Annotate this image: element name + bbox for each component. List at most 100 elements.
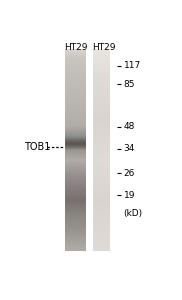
Bar (93, 90, 110, 91)
Bar (93, 196, 110, 197)
Bar (65, 96, 86, 97)
Bar (65, 52, 86, 53)
Bar (65, 55, 86, 56)
Bar (93, 235, 110, 236)
Bar (93, 162, 110, 163)
Bar (65, 186, 86, 187)
Bar (65, 74, 86, 75)
Bar (65, 205, 86, 206)
Bar (93, 85, 110, 86)
Bar (65, 187, 86, 188)
Bar (93, 159, 110, 160)
Bar (93, 188, 110, 189)
Bar (93, 97, 110, 98)
Bar (93, 145, 110, 146)
Bar (93, 82, 110, 83)
Bar (65, 128, 86, 129)
Bar (65, 242, 86, 243)
Bar (65, 236, 86, 237)
Bar (93, 222, 110, 223)
Bar (93, 71, 110, 72)
Bar (65, 61, 86, 62)
Bar (65, 203, 86, 204)
Bar (93, 231, 110, 232)
Bar (65, 123, 86, 124)
Bar (65, 246, 86, 247)
Bar (93, 215, 110, 216)
Bar (65, 120, 86, 121)
Bar (65, 150, 86, 151)
Bar (93, 207, 110, 208)
Text: 48: 48 (124, 122, 135, 131)
Bar (93, 62, 110, 63)
Bar (93, 214, 110, 215)
Bar (65, 101, 86, 102)
Bar (65, 151, 86, 152)
Bar (93, 235, 110, 236)
Bar (93, 149, 110, 150)
Bar (93, 169, 110, 170)
Bar (93, 70, 110, 71)
Bar (65, 169, 86, 170)
Bar (65, 176, 86, 177)
Bar (93, 88, 110, 89)
Bar (65, 82, 86, 83)
Bar (65, 246, 86, 247)
Bar (93, 167, 110, 168)
Bar (93, 210, 110, 211)
Bar (65, 73, 86, 74)
Bar (93, 178, 110, 179)
Bar (65, 79, 86, 80)
Bar (93, 113, 110, 114)
Bar (93, 186, 110, 187)
Bar (65, 175, 86, 176)
Bar (93, 223, 110, 224)
Bar (93, 115, 110, 116)
Bar (65, 63, 86, 64)
Bar (65, 185, 86, 186)
Bar (65, 98, 86, 99)
Bar (65, 62, 86, 63)
Bar (65, 108, 86, 109)
Bar (65, 154, 86, 155)
Bar (93, 212, 110, 213)
Bar (93, 116, 110, 117)
Bar (93, 151, 110, 152)
Bar (93, 226, 110, 227)
Bar (93, 217, 110, 218)
Bar (65, 244, 86, 245)
Bar (65, 176, 86, 177)
Bar (65, 83, 86, 84)
Bar (93, 136, 110, 137)
Bar (65, 212, 86, 213)
Bar (65, 113, 86, 114)
Bar (93, 55, 110, 56)
Bar (65, 156, 86, 157)
Bar (65, 198, 86, 199)
Bar (93, 145, 110, 146)
Bar (65, 113, 86, 114)
Bar (65, 66, 86, 67)
Bar (93, 57, 110, 58)
Bar (93, 219, 110, 220)
Bar (93, 49, 110, 50)
Bar (93, 114, 110, 115)
Bar (93, 184, 110, 185)
Bar (93, 113, 110, 114)
Bar (65, 61, 86, 62)
Bar (65, 115, 86, 116)
Bar (65, 82, 86, 83)
Bar (93, 220, 110, 221)
Bar (93, 87, 110, 88)
Bar (93, 89, 110, 90)
Bar (93, 66, 110, 67)
Bar (93, 129, 110, 130)
Bar (93, 212, 110, 213)
Text: HT29: HT29 (64, 44, 87, 52)
Bar (93, 187, 110, 188)
Bar (65, 117, 86, 118)
Bar (65, 217, 86, 218)
Bar (93, 86, 110, 87)
Bar (65, 102, 86, 103)
Bar (65, 147, 86, 148)
